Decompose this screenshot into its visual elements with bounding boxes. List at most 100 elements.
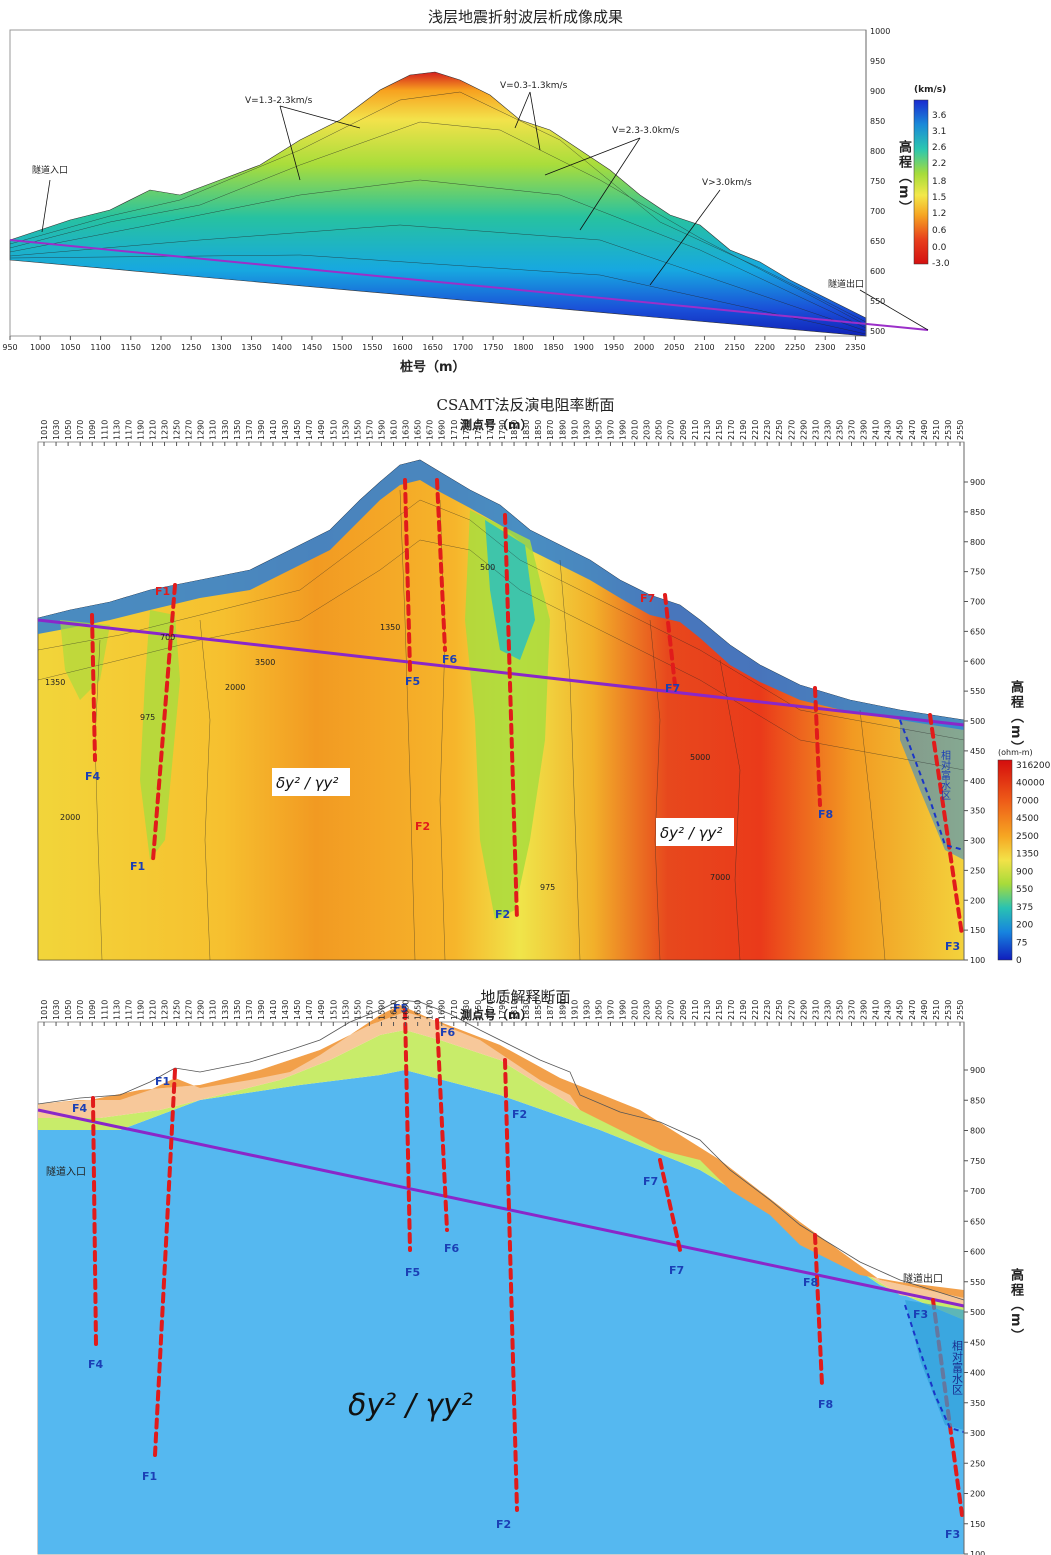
fault-lines-3 (91, 1008, 964, 1517)
panel1-xtick: 1750 (483, 343, 503, 352)
xtick: 1610 (390, 420, 399, 440)
ground-surface (37, 1000, 965, 1301)
xtick: 2550 (956, 420, 965, 440)
svg-text:750: 750 (870, 177, 885, 186)
panel2-xlabel: 测点号（m） (460, 418, 533, 432)
ytick: 250 (970, 866, 985, 875)
xtick: 1130 (112, 420, 121, 440)
svg-text:F3: F3 (913, 1308, 928, 1321)
ytick: 500 (970, 717, 985, 726)
xtick: 1650 (414, 420, 423, 440)
panel1-xtick: 2200 (755, 343, 775, 352)
panel1-xtick: 1950 (604, 343, 624, 352)
water-label-3: 相对富水区 (951, 1340, 964, 1395)
xtick: 1190 (136, 420, 145, 440)
fault-lines-2 (90, 478, 964, 937)
svg-text:975: 975 (540, 883, 555, 892)
svg-text:F2: F2 (512, 1108, 527, 1121)
xtick: 1770 (486, 1000, 495, 1020)
svg-text:5000: 5000 (690, 753, 710, 762)
xtick: 1250 (173, 1000, 182, 1020)
xtick: 1030 (52, 1000, 61, 1020)
colorbar2 (997, 759, 1013, 961)
xtick: 2310 (811, 1000, 820, 1020)
ytick: 200 (970, 896, 985, 905)
panel1-xtick: 1700 (453, 343, 473, 352)
colorbar2-label: 375 (1016, 903, 1033, 913)
svg-text:F5: F5 (405, 675, 420, 688)
panel1-xlabel: 桩号（m） (400, 360, 466, 375)
ytick: 150 (970, 1520, 985, 1529)
xtick: 2210 (751, 1000, 760, 1020)
svg-text:F6: F6 (442, 653, 458, 666)
fault-f5-line-3 (403, 1008, 412, 1252)
svg-text:2000: 2000 (60, 813, 80, 822)
xtick: 1710 (450, 420, 459, 440)
panel1-xtick: 1400 (272, 343, 292, 352)
xtick: 2030 (643, 1000, 652, 1020)
panel2-title: CSAMT法反演电阻率断面 (436, 396, 615, 414)
svg-text:2.6: 2.6 (932, 143, 947, 153)
xtick: 1750 (474, 420, 483, 440)
ytick: 800 (970, 1127, 985, 1136)
xtick: 2070 (667, 420, 676, 440)
formula-right: δy² / γy² (660, 824, 722, 842)
panel1-xtick: 1450 (302, 343, 322, 352)
panel1-xtick: 1800 (513, 343, 533, 352)
ytick: 450 (970, 1338, 985, 1347)
low-resistivity-zone-left (60, 620, 110, 700)
svg-text:F7: F7 (665, 682, 680, 695)
xtick: 1130 (112, 1000, 121, 1020)
xtick: 2090 (679, 420, 688, 440)
fault-f3-line (928, 713, 964, 937)
svg-text:F6: F6 (444, 1242, 460, 1255)
ytick: 700 (970, 1187, 985, 1196)
label-entrance-3: 隧道入口 (46, 1165, 86, 1178)
svg-text:F1: F1 (155, 585, 170, 598)
svg-text:500: 500 (870, 327, 885, 336)
xtick: 1230 (161, 1000, 170, 1020)
panel1-xtick: 950 (2, 343, 17, 352)
xtick: 2150 (715, 420, 724, 440)
fault-f4-line-3 (91, 1096, 98, 1347)
xtick: 2190 (739, 420, 748, 440)
low-resistivity-surface (38, 460, 964, 730)
low-resistivity-zone-f2-core (485, 520, 535, 660)
xtick: 2290 (799, 1000, 808, 1020)
xtick: 2190 (739, 1000, 748, 1020)
svg-text:700: 700 (160, 633, 175, 642)
fault-f1-line (151, 583, 177, 862)
svg-text:F3: F3 (945, 1528, 960, 1541)
ytick: 900 (970, 1066, 985, 1075)
ytick: 150 (970, 926, 985, 935)
xtick: 2390 (860, 1000, 869, 1020)
svg-text:-3.0: -3.0 (932, 259, 950, 269)
colorbar2-label: 2500 (1016, 832, 1039, 842)
ytick: 500 (970, 1308, 985, 1317)
xtick: 1990 (619, 1000, 628, 1020)
annotation-v4: V>3.0km/s (702, 178, 752, 188)
panel1-title: 浅层地震折射波层析成像成果 (427, 8, 623, 26)
panel1-xtick: 1050 (60, 343, 80, 352)
xtick: 2110 (691, 420, 700, 440)
contour-labels-2: 1350 975 700 2000 3500 500 5000 7000 975… (45, 563, 730, 892)
svg-text:F5: F5 (393, 1002, 408, 1015)
xtick: 1490 (317, 420, 326, 440)
xtick: 1550 (353, 420, 362, 440)
ytick: 200 (970, 1490, 985, 1499)
formula-left: δy² / γy² (276, 774, 338, 792)
svg-text:3.1: 3.1 (932, 127, 946, 137)
svg-text:0.0: 0.0 (932, 243, 947, 253)
xtick: 1750 (474, 1000, 483, 1020)
xtick: 1430 (281, 420, 290, 440)
panel1-xtick: 1100 (90, 343, 110, 352)
xtick: 1890 (558, 420, 567, 440)
xtick: 1970 (606, 420, 615, 440)
panel1-xtick: 1350 (241, 343, 261, 352)
panel1-xtick: 2050 (664, 343, 684, 352)
xtick: 1090 (88, 1000, 97, 1020)
fault-f6-line-3 (435, 1018, 449, 1232)
xtick: 1830 (522, 1000, 531, 1020)
svg-text:F4: F4 (88, 1358, 104, 1371)
colorbar1 (913, 99, 929, 265)
